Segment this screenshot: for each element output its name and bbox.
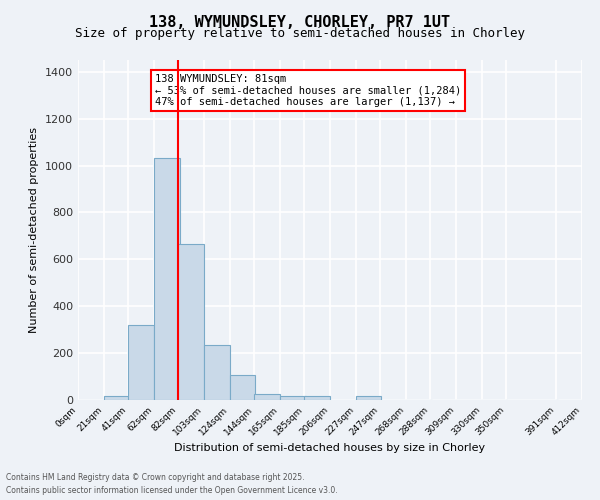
Text: 138, WYMUNDSLEY, CHORLEY, PR7 1UT: 138, WYMUNDSLEY, CHORLEY, PR7 1UT xyxy=(149,15,451,30)
Bar xyxy=(230,376,256,400)
Text: Contains public sector information licensed under the Open Government Licence v3: Contains public sector information licen… xyxy=(6,486,338,495)
Bar xyxy=(154,158,179,400)
Text: 138 WYMUNDSLEY: 81sqm
← 53% of semi-detached houses are smaller (1,284)
47% of s: 138 WYMUNDSLEY: 81sqm ← 53% of semi-deta… xyxy=(155,74,461,108)
Bar xyxy=(178,244,204,400)
Bar xyxy=(204,345,230,400)
Bar xyxy=(304,396,330,400)
Bar xyxy=(280,396,305,400)
X-axis label: Distribution of semi-detached houses by size in Chorley: Distribution of semi-detached houses by … xyxy=(175,442,485,452)
Bar xyxy=(254,394,280,400)
Text: Size of property relative to semi-detached houses in Chorley: Size of property relative to semi-detach… xyxy=(75,28,525,40)
Bar xyxy=(356,396,382,400)
Y-axis label: Number of semi-detached properties: Number of semi-detached properties xyxy=(29,127,40,333)
Bar xyxy=(104,396,130,400)
Text: Contains HM Land Registry data © Crown copyright and database right 2025.: Contains HM Land Registry data © Crown c… xyxy=(6,474,305,482)
Bar xyxy=(128,325,154,400)
